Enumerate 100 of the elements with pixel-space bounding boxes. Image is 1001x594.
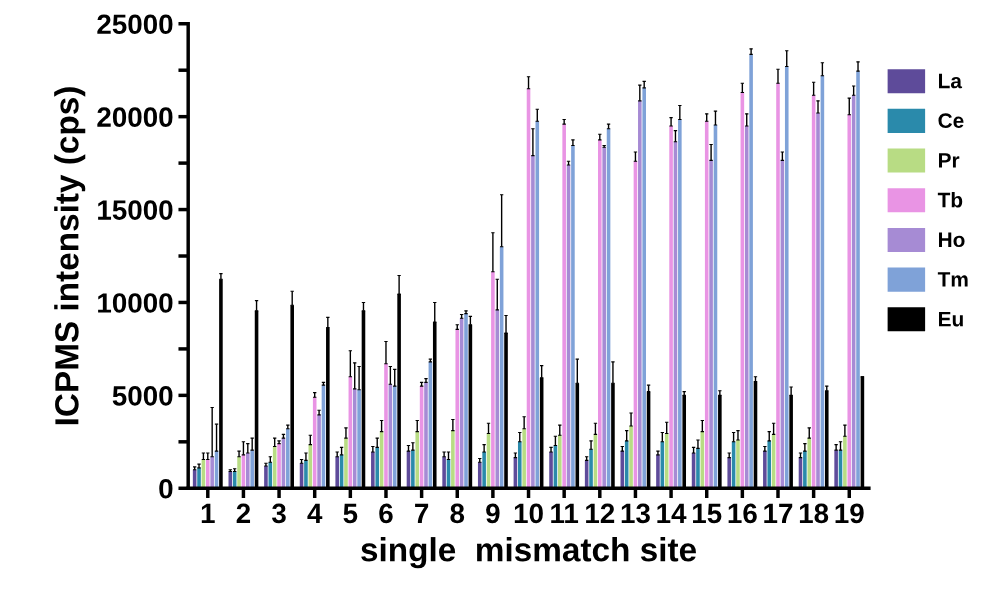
- x-tick-label: 10: [514, 503, 543, 524]
- bar: [638, 100, 642, 489]
- bar: [205, 459, 210, 489]
- x-tick-label: 12: [586, 503, 615, 523]
- bar: [736, 439, 740, 489]
- bar: [642, 87, 646, 489]
- legend-label: Pr: [939, 153, 960, 168]
- bar: [784, 66, 789, 489]
- bar: [704, 121, 709, 489]
- y-axis-title: ICPMS intensity (cps): [54, 87, 86, 425]
- bar: [549, 452, 553, 489]
- bar: [237, 456, 241, 489]
- bar: [803, 451, 807, 489]
- x-tick-label: 4: [307, 503, 323, 523]
- bar: [531, 155, 535, 489]
- bar: [843, 436, 847, 489]
- legend-label: La: [939, 73, 963, 89]
- x-tick-label: 11: [551, 503, 579, 523]
- bar: [495, 309, 500, 489]
- bar: [847, 114, 852, 489]
- y-tick-label: 5000: [112, 386, 173, 406]
- bar: [482, 452, 486, 489]
- x-tick-label: 3: [271, 503, 286, 524]
- legend-label: Ce: [938, 113, 964, 129]
- x-tick-label: 13: [621, 503, 650, 524]
- legend-label: Tb: [937, 192, 963, 208]
- x-tick-label: 7: [415, 503, 429, 523]
- bar: [442, 456, 446, 489]
- x-tick-label: 18: [799, 503, 829, 524]
- bar: [335, 456, 339, 489]
- legend-label: Eu: [939, 311, 963, 327]
- bar: [344, 438, 348, 489]
- bar: [371, 452, 375, 489]
- bar: [557, 435, 562, 489]
- bar: [562, 124, 566, 489]
- bar: [451, 430, 455, 489]
- bar: [749, 54, 753, 489]
- bar: [277, 443, 281, 489]
- bar: [517, 441, 522, 489]
- y-tick-label: 10000: [98, 293, 173, 313]
- bar: [228, 471, 233, 489]
- bar: [535, 121, 540, 489]
- bar: [264, 465, 268, 489]
- y-tick-label: 25000: [97, 14, 173, 35]
- bar: [415, 431, 420, 489]
- bar: [807, 438, 812, 489]
- bar: [491, 271, 495, 489]
- x-tick-label: 2: [236, 503, 251, 523]
- x-tick-label: 1: [201, 503, 215, 523]
- bar: [669, 125, 673, 489]
- bar: [210, 456, 214, 489]
- bar: [856, 71, 860, 489]
- bar: [571, 145, 575, 489]
- x-tick-label: 17: [764, 503, 793, 523]
- bar: [464, 313, 468, 489]
- x-tick-label: 8: [450, 503, 465, 524]
- bar: [286, 428, 290, 489]
- bar: [304, 460, 308, 489]
- bar: [816, 112, 820, 489]
- bar: [598, 139, 602, 489]
- x-tick-label: 15: [693, 503, 722, 524]
- bar: [455, 329, 460, 489]
- bar: [656, 454, 660, 489]
- bar: [357, 389, 361, 489]
- bar: [602, 147, 606, 489]
- bar: [678, 119, 682, 489]
- bar: [246, 452, 250, 489]
- bar: [629, 426, 633, 489]
- bar: [477, 462, 482, 489]
- bar: [776, 83, 780, 489]
- y-tick-label: 15000: [98, 200, 173, 220]
- bar: [744, 125, 749, 489]
- bar: [250, 450, 254, 489]
- bar: [763, 451, 767, 489]
- x-axis-title: single mismatch site: [361, 537, 696, 569]
- legend-label: Ho: [939, 232, 965, 248]
- x-tick-label: 5: [343, 503, 358, 524]
- bar: [727, 457, 732, 489]
- x-tick-label: 14: [657, 503, 687, 523]
- bar: [197, 467, 201, 489]
- x-tick-label: 16: [728, 503, 757, 524]
- bar: [392, 386, 397, 489]
- bar: [424, 382, 428, 489]
- y-tick-label: 0: [159, 478, 173, 499]
- x-tick-label: 9: [486, 503, 500, 524]
- bar: [317, 414, 321, 489]
- bar: [522, 428, 526, 489]
- bar: [352, 388, 357, 489]
- bar: [411, 450, 415, 489]
- legend-label: Tm: [937, 272, 968, 287]
- bar: [589, 449, 593, 489]
- y-tick-label: 20000: [97, 107, 173, 127]
- bar: [375, 447, 380, 489]
- bar: [767, 440, 772, 489]
- bar: [696, 448, 700, 489]
- x-tick-label: 19: [835, 503, 864, 524]
- x-tick-label: 6: [379, 503, 393, 524]
- bar: [384, 363, 388, 489]
- bar: [834, 450, 838, 489]
- bar: [709, 160, 713, 489]
